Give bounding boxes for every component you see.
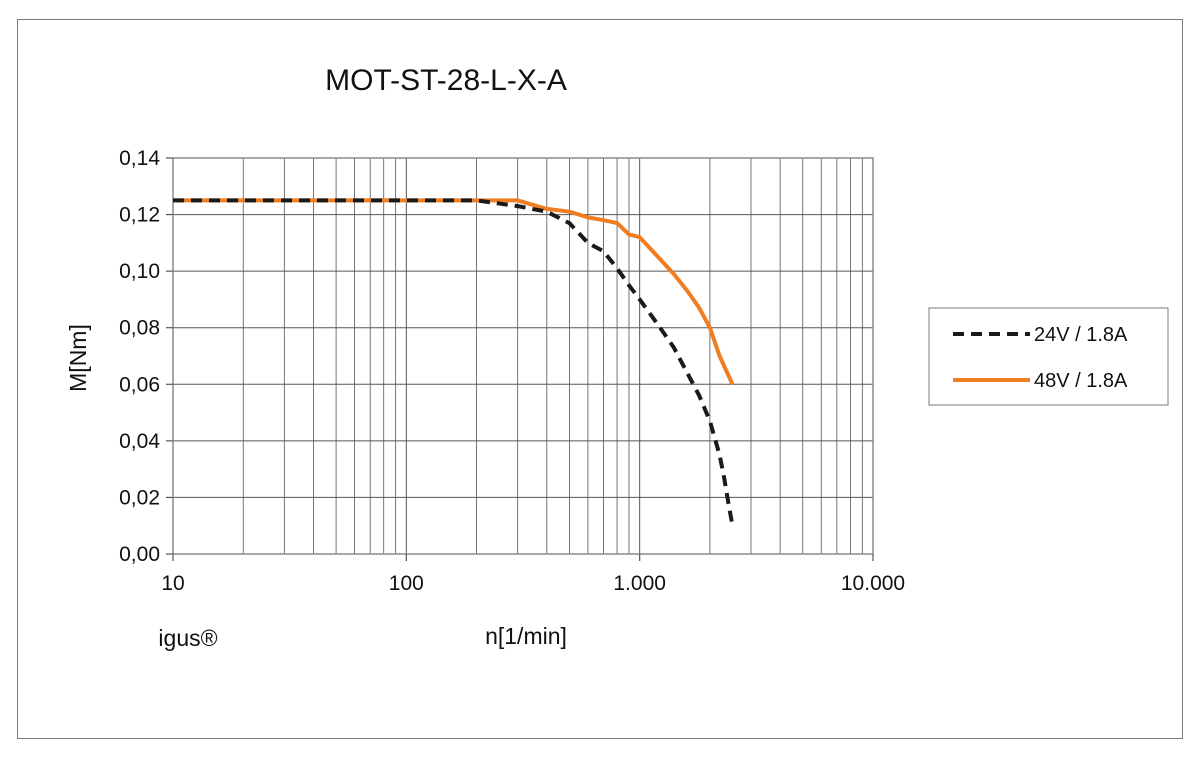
legend-label: 48V / 1.8A <box>1034 370 1128 392</box>
series-lines <box>173 198 735 527</box>
y-tick-label: 0,12 <box>119 204 160 227</box>
y-tick-label: 0,06 <box>119 373 160 396</box>
grid <box>173 158 873 554</box>
y-tick-label: 0,00 <box>119 543 160 566</box>
legend-box <box>928 307 1169 406</box>
brand-label: igus® <box>158 625 217 651</box>
legend-items: 24V / 1.8A 48V / 1.8A <box>953 324 1128 392</box>
series-line-2 <box>173 198 735 386</box>
y-tick-label: 0,02 <box>119 486 160 509</box>
x-tick-label: 10.000 <box>841 572 905 595</box>
x-tick-label: 10 <box>161 572 184 595</box>
plot-area <box>172 157 874 555</box>
y-axis-label: M[Nm] <box>65 324 91 392</box>
y-tick-label: 0,08 <box>119 317 160 340</box>
axis-ticks: 0,00 0,02 0,04 0,06 0,08 0,10 0,12 0,14 10 100 1.0… <box>119 147 905 595</box>
y-tick-label: 0,04 <box>119 430 160 453</box>
chart-frame <box>17 19 1183 739</box>
y-tick-label: 0,10 <box>119 260 160 283</box>
x-axis-label: n[1/min] <box>485 623 567 649</box>
x-tick-label: 1.000 <box>613 572 666 595</box>
y-tick-label: 0,14 <box>119 147 160 170</box>
x-tick-label: 100 <box>389 572 424 595</box>
chart-title: MOT-ST-28-L-X-A <box>325 64 567 97</box>
legend-label: 24V / 1.8A <box>1034 324 1128 346</box>
series-line-1 <box>173 198 735 527</box>
legend: 24V / 1.8A 48V / 1.8A <box>928 307 1169 406</box>
